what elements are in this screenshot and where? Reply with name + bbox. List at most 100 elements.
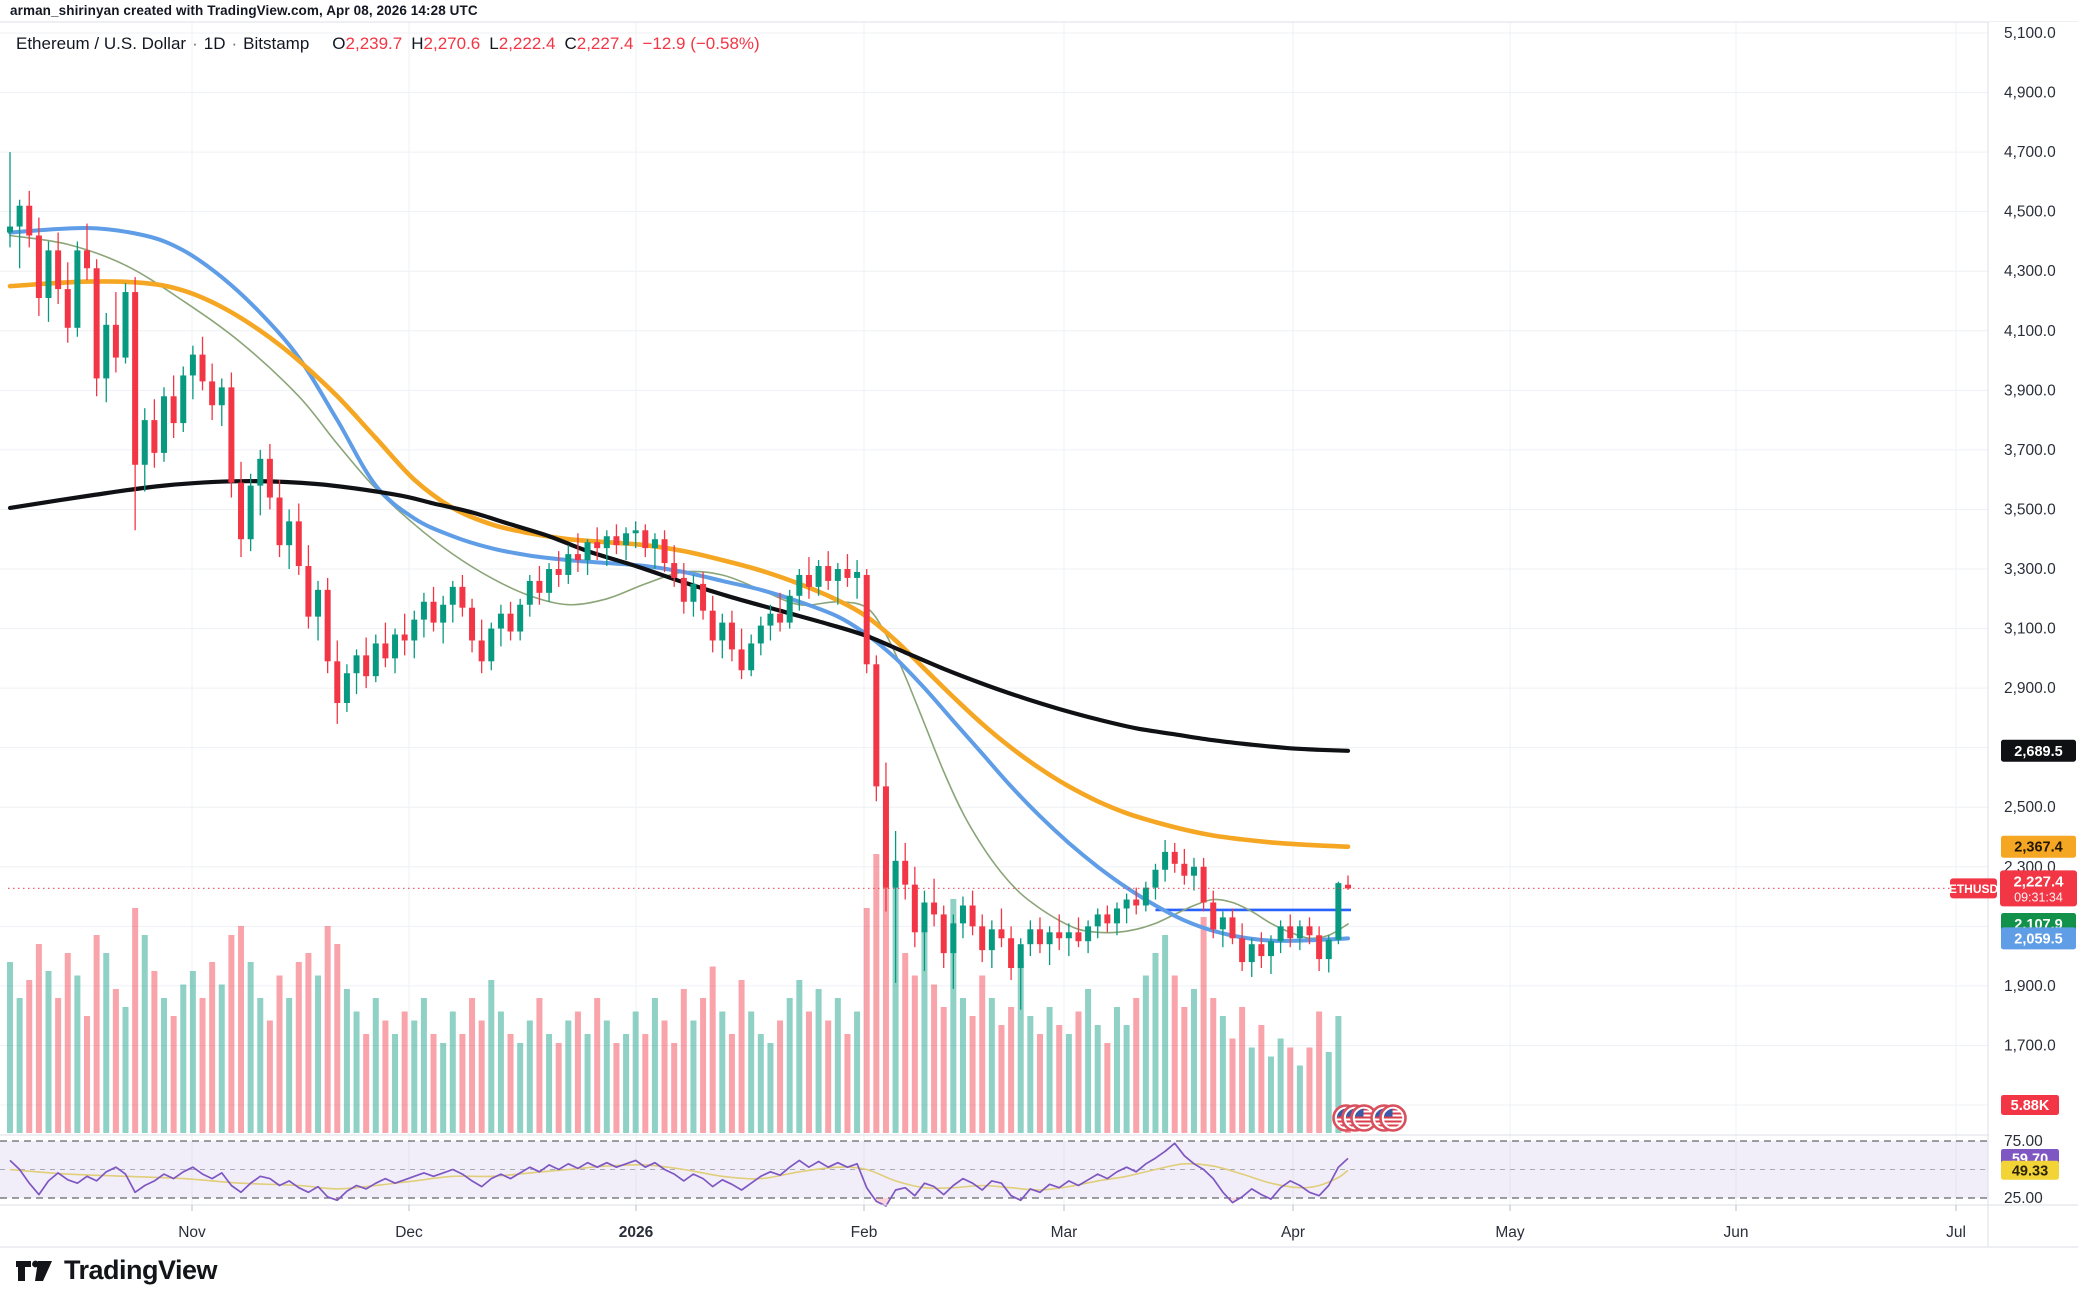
candle-body [420,601,427,620]
time-tick-label: Nov [178,1224,206,1241]
exchange-label[interactable]: Bitstamp [243,34,310,53]
candle-body [680,577,687,602]
candle-body [1296,926,1303,939]
candle-body [1316,935,1323,960]
volume-bar [247,962,254,1133]
volume-bar [709,966,716,1133]
volume-bar [661,1020,668,1133]
volume-bar [151,971,158,1133]
rsi-line [9,1142,1349,1207]
volume-bar [401,1011,408,1133]
volume-bar [1229,1038,1236,1133]
candle-body [1258,944,1265,957]
sma100-badge-text: 2,367.4 [2014,840,2062,856]
candle-body [632,530,639,534]
volume-bar [1316,1011,1323,1133]
candle-body [84,250,91,269]
price-tick-label: 4,500.0 [2004,204,2056,221]
volume-bar [257,998,264,1133]
time-tick-label: Mar [1051,1224,1078,1241]
price-tick-label: 4,900.0 [2004,85,2056,102]
candle-body [112,324,119,358]
volume-bar [988,998,995,1133]
candle-body [825,566,832,581]
volume-bar [1065,1034,1072,1133]
candle-body [863,574,870,665]
volume-bar [546,1034,553,1133]
candle-body [1200,866,1207,903]
candle-body [392,634,399,659]
tradingview-logo[interactable]: TradingView [14,1253,218,1287]
candle-body [709,610,716,641]
volume-bar [873,854,880,1133]
volume-badge: 5.88K [2001,1095,2059,1115]
volume-bar [1267,1056,1274,1133]
volume-bar [1306,1047,1313,1133]
volume-bar [844,1034,851,1133]
time-tick-label: Dec [395,1224,423,1241]
price-axis[interactable]: 5,100.0 4,900.0 4,700.0 4,500.0 4,300.0 4,100… [2001,25,2076,1207]
volume-bar [315,975,322,1133]
volume-bar [623,1034,630,1133]
candle-body [748,643,755,671]
candlesticks[interactable] [7,152,1351,1010]
candle-body [1277,926,1284,942]
close-label: C [564,34,577,53]
volume-bar [218,984,225,1133]
price-tick-label: 3,700.0 [2004,442,2056,459]
candle-body [315,589,322,617]
volume-bar [854,1011,861,1133]
candle-body [1219,917,1226,930]
candle-body [305,566,312,617]
volume-bar [1190,989,1197,1133]
candle-body [796,574,803,596]
symbol-tag-text: ETHUSD [1949,882,1999,896]
volume-bar [1219,1016,1226,1133]
interval-label[interactable]: 1D [203,34,226,53]
volume-bar [882,872,889,1133]
candle-body [1017,944,1024,969]
volume-bar [767,1043,774,1133]
volume-bar [1085,989,1092,1133]
volume-bar [55,998,62,1133]
candle-body [55,250,62,290]
candle-body [1190,866,1197,876]
volume-bar [748,1011,755,1133]
volume-bar [1036,1034,1043,1133]
volume-bar [141,935,148,1133]
volume-bar [805,1011,812,1133]
sma20-line [9,234,1349,940]
candle-body [103,324,110,379]
volume-bar [324,926,331,1133]
volume-bar [1325,1052,1332,1133]
event-flags[interactable] [1332,1104,1407,1132]
candle-body [950,923,957,954]
symbol-title[interactable]: Ethereum / U.S. Dollar [16,34,187,53]
rsi-ma-line [9,1162,1349,1191]
candle-body [1046,932,1053,945]
candle-body [854,571,861,578]
low-value: 2,222.4 [498,34,556,53]
volume-bar [411,1020,418,1133]
candle-body [651,539,658,549]
open-value: 2,239.7 [345,34,403,53]
tradingview-logo-text: TradingView [64,1254,218,1285]
sma50-badge: 2,059.5 [2001,927,2076,950]
price-tick-label: 3,900.0 [2004,382,2056,399]
volume-bar [565,1020,572,1133]
volume-bar [825,1020,832,1133]
volume-bar [1075,1011,1082,1133]
time-axis[interactable]: Nov Dec 2026 Feb Mar Apr May Jun Jul [178,1205,1966,1241]
volume-bar [112,989,119,1133]
last-price-badge: ETHUSD 2,227.409:31:34 [1949,870,2077,907]
last-price-bg [2000,870,2077,907]
sma100-badge-bg [2001,835,2076,858]
candle-body [834,569,841,581]
volume-bar [507,1034,514,1133]
volume-bar [449,1011,456,1133]
candle-body [276,497,283,546]
candle-body [1325,939,1332,960]
candle-body [16,205,23,227]
price-tick-label: 2,500.0 [2004,799,2056,816]
